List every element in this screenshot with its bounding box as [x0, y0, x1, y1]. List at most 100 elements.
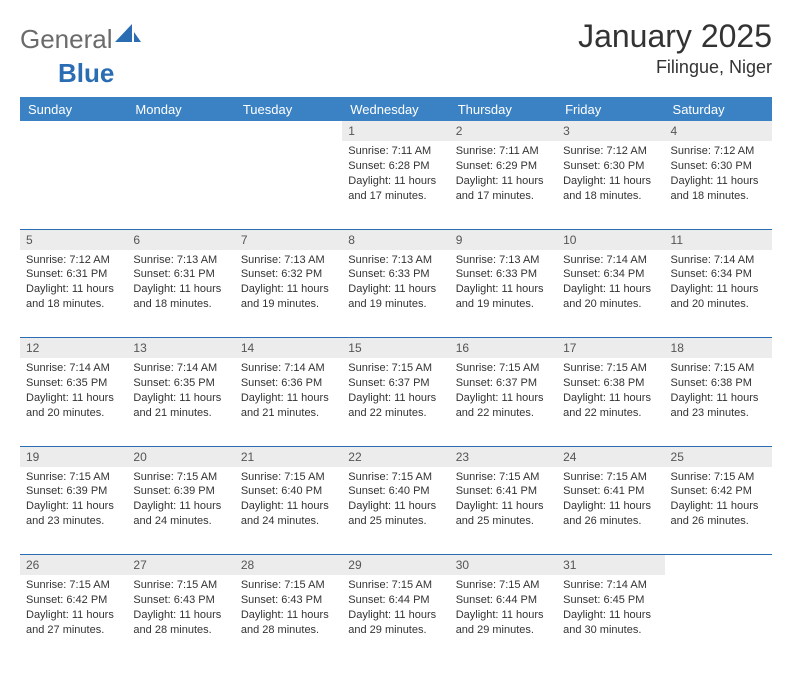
day-cell: Sunrise: 7:13 AMSunset: 6:31 PMDaylight:… [127, 250, 234, 338]
week-row: Sunrise: 7:15 AMSunset: 6:42 PMDaylight:… [20, 575, 772, 663]
day-cell: Sunrise: 7:15 AMSunset: 6:44 PMDaylight:… [450, 575, 557, 663]
day-details: Sunrise: 7:12 AMSunset: 6:30 PMDaylight:… [557, 141, 664, 207]
day-cell: Sunrise: 7:13 AMSunset: 6:33 PMDaylight:… [450, 250, 557, 338]
day-details: Sunrise: 7:13 AMSunset: 6:31 PMDaylight:… [127, 250, 234, 316]
day-header: Sunday [20, 97, 127, 121]
daynum-row: 262728293031 [20, 555, 772, 576]
day-cell: Sunrise: 7:15 AMSunset: 6:41 PMDaylight:… [557, 467, 664, 555]
week-row: Sunrise: 7:15 AMSunset: 6:39 PMDaylight:… [20, 467, 772, 555]
day-details: Sunrise: 7:15 AMSunset: 6:40 PMDaylight:… [235, 467, 342, 533]
day-header: Thursday [450, 97, 557, 121]
day-number: 28 [235, 555, 342, 575]
day-cell: Sunrise: 7:15 AMSunset: 6:42 PMDaylight:… [665, 467, 772, 555]
day-cell: Sunrise: 7:15 AMSunset: 6:37 PMDaylight:… [450, 358, 557, 446]
day-details: Sunrise: 7:15 AMSunset: 6:41 PMDaylight:… [557, 467, 664, 533]
day-cell: Sunrise: 7:14 AMSunset: 6:34 PMDaylight:… [557, 250, 664, 338]
day-details: Sunrise: 7:15 AMSunset: 6:43 PMDaylight:… [235, 575, 342, 641]
day-cell: Sunrise: 7:15 AMSunset: 6:39 PMDaylight:… [127, 467, 234, 555]
day-cell: Sunrise: 7:11 AMSunset: 6:29 PMDaylight:… [450, 141, 557, 229]
logo-text-blue: Blue [58, 58, 114, 88]
daynum-row: 1234 [20, 121, 772, 141]
day-number: 29 [342, 555, 449, 575]
logo-text-general: General [20, 24, 113, 55]
day-number [127, 121, 234, 141]
day-details: Sunrise: 7:13 AMSunset: 6:32 PMDaylight:… [235, 250, 342, 316]
day-number: 21 [235, 447, 342, 467]
day-details: Sunrise: 7:15 AMSunset: 6:42 PMDaylight:… [665, 467, 772, 533]
day-cell [665, 575, 772, 663]
day-details: Sunrise: 7:11 AMSunset: 6:29 PMDaylight:… [450, 141, 557, 207]
day-details: Sunrise: 7:13 AMSunset: 6:33 PMDaylight:… [450, 250, 557, 316]
day-details: Sunrise: 7:12 AMSunset: 6:31 PMDaylight:… [20, 250, 127, 316]
day-number: 23 [450, 447, 557, 467]
day-number: 3 [557, 121, 664, 141]
day-cell: Sunrise: 7:13 AMSunset: 6:33 PMDaylight:… [342, 250, 449, 338]
day-details: Sunrise: 7:15 AMSunset: 6:42 PMDaylight:… [20, 575, 127, 641]
day-cell [127, 141, 234, 229]
day-details: Sunrise: 7:15 AMSunset: 6:37 PMDaylight:… [342, 358, 449, 424]
day-details: Sunrise: 7:13 AMSunset: 6:33 PMDaylight:… [342, 250, 449, 316]
day-number: 19 [20, 447, 127, 467]
day-number: 13 [127, 338, 234, 358]
day-number: 5 [20, 230, 127, 250]
day-number [235, 121, 342, 141]
day-number: 8 [342, 230, 449, 250]
day-number: 27 [127, 555, 234, 575]
calendar-page: General January 2025 Filingue, Niger Blu… [0, 0, 792, 673]
day-number: 2 [450, 121, 557, 141]
day-cell: Sunrise: 7:15 AMSunset: 6:43 PMDaylight:… [127, 575, 234, 663]
day-cell: Sunrise: 7:12 AMSunset: 6:31 PMDaylight:… [20, 250, 127, 338]
calendar-table: Sunday Monday Tuesday Wednesday Thursday… [20, 97, 772, 663]
day-header: Monday [127, 97, 234, 121]
day-number: 18 [665, 338, 772, 358]
day-details: Sunrise: 7:15 AMSunset: 6:44 PMDaylight:… [342, 575, 449, 641]
day-number: 9 [450, 230, 557, 250]
day-cell [235, 141, 342, 229]
day-cell: Sunrise: 7:15 AMSunset: 6:44 PMDaylight:… [342, 575, 449, 663]
day-number: 22 [342, 447, 449, 467]
day-details: Sunrise: 7:14 AMSunset: 6:35 PMDaylight:… [127, 358, 234, 424]
day-number [20, 121, 127, 141]
day-number: 25 [665, 447, 772, 467]
day-details: Sunrise: 7:12 AMSunset: 6:30 PMDaylight:… [665, 141, 772, 207]
day-number: 24 [557, 447, 664, 467]
day-cell: Sunrise: 7:14 AMSunset: 6:36 PMDaylight:… [235, 358, 342, 446]
day-header: Wednesday [342, 97, 449, 121]
day-number: 30 [450, 555, 557, 575]
title-block: January 2025 Filingue, Niger [578, 18, 772, 78]
day-details: Sunrise: 7:14 AMSunset: 6:45 PMDaylight:… [557, 575, 664, 641]
day-details: Sunrise: 7:15 AMSunset: 6:41 PMDaylight:… [450, 467, 557, 533]
day-header: Friday [557, 97, 664, 121]
day-details: Sunrise: 7:14 AMSunset: 6:35 PMDaylight:… [20, 358, 127, 424]
day-cell: Sunrise: 7:13 AMSunset: 6:32 PMDaylight:… [235, 250, 342, 338]
logo-sail-icon [115, 24, 141, 49]
day-number: 16 [450, 338, 557, 358]
day-cell: Sunrise: 7:14 AMSunset: 6:45 PMDaylight:… [557, 575, 664, 663]
logo: General [20, 24, 141, 55]
day-number: 6 [127, 230, 234, 250]
day-number: 7 [235, 230, 342, 250]
day-number: 15 [342, 338, 449, 358]
day-number: 26 [20, 555, 127, 575]
day-cell: Sunrise: 7:15 AMSunset: 6:38 PMDaylight:… [665, 358, 772, 446]
day-details: Sunrise: 7:15 AMSunset: 6:38 PMDaylight:… [665, 358, 772, 424]
week-row: Sunrise: 7:14 AMSunset: 6:35 PMDaylight:… [20, 358, 772, 446]
day-details: Sunrise: 7:15 AMSunset: 6:39 PMDaylight:… [20, 467, 127, 533]
day-details: Sunrise: 7:14 AMSunset: 6:36 PMDaylight:… [235, 358, 342, 424]
day-number: 31 [557, 555, 664, 575]
day-details: Sunrise: 7:15 AMSunset: 6:37 PMDaylight:… [450, 358, 557, 424]
day-cell: Sunrise: 7:14 AMSunset: 6:35 PMDaylight:… [127, 358, 234, 446]
location-label: Filingue, Niger [578, 57, 772, 78]
day-number: 14 [235, 338, 342, 358]
day-details: Sunrise: 7:15 AMSunset: 6:39 PMDaylight:… [127, 467, 234, 533]
day-number: 20 [127, 447, 234, 467]
day-details: Sunrise: 7:15 AMSunset: 6:40 PMDaylight:… [342, 467, 449, 533]
day-cell: Sunrise: 7:12 AMSunset: 6:30 PMDaylight:… [665, 141, 772, 229]
day-cell: Sunrise: 7:15 AMSunset: 6:38 PMDaylight:… [557, 358, 664, 446]
day-header: Saturday [665, 97, 772, 121]
day-number: 17 [557, 338, 664, 358]
day-cell: Sunrise: 7:15 AMSunset: 6:43 PMDaylight:… [235, 575, 342, 663]
day-details: Sunrise: 7:15 AMSunset: 6:38 PMDaylight:… [557, 358, 664, 424]
day-cell: Sunrise: 7:15 AMSunset: 6:42 PMDaylight:… [20, 575, 127, 663]
week-row: Sunrise: 7:11 AMSunset: 6:28 PMDaylight:… [20, 141, 772, 229]
